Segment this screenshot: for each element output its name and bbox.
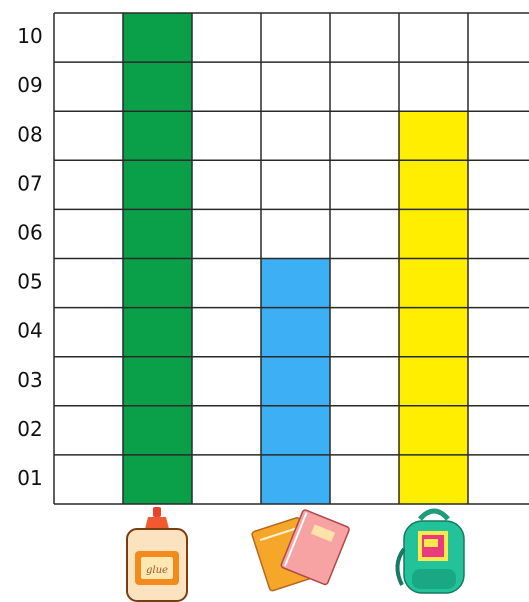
y-tick-label: 05	[17, 270, 42, 294]
svg-text:glue: glue	[146, 565, 168, 576]
y-tick-label: 03	[17, 368, 42, 392]
y-tick-label: 10	[17, 24, 42, 48]
grid	[53, 12, 529, 505]
y-tick-label: 09	[17, 73, 42, 97]
y-tick-label: 04	[17, 319, 42, 343]
glue-bottle-icon: glue	[126, 507, 188, 602]
y-tick-label: 08	[17, 122, 42, 146]
notebooks-icon	[251, 509, 350, 592]
y-tick-label: 01	[17, 466, 42, 490]
y-tick-label: 02	[17, 417, 42, 441]
y-tick-label: 07	[17, 171, 42, 195]
y-tick-label: 06	[17, 220, 42, 244]
bar-notebooks	[261, 258, 330, 504]
backpack-icon	[395, 508, 465, 594]
